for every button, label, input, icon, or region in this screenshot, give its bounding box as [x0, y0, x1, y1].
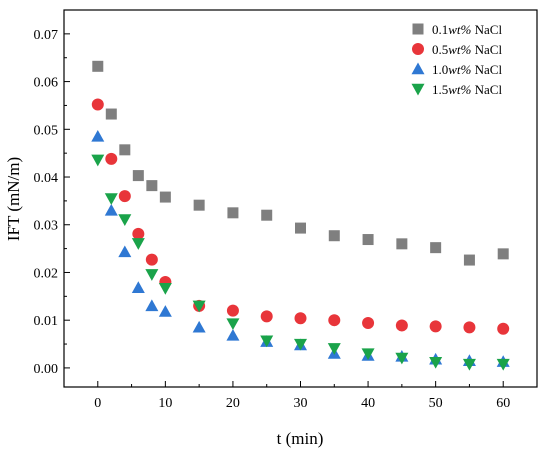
data-point: [462, 358, 476, 371]
data-point: [91, 154, 105, 167]
data-point: [226, 328, 240, 341]
y-tick-label: 0.01: [34, 314, 59, 329]
data-point: [362, 317, 375, 330]
y-tick-label: 0.00: [34, 362, 59, 377]
data-points: [91, 60, 510, 371]
data-point: [260, 310, 273, 323]
data-point: [145, 269, 159, 281]
data-point: [328, 314, 341, 327]
legend-marker: [411, 62, 425, 75]
data-point: [430, 242, 442, 254]
data-point: [226, 318, 240, 331]
x-tick-label: 10: [158, 396, 172, 411]
data-point: [192, 300, 206, 313]
data-point: [132, 170, 144, 182]
x-axis-ticks: 0 10 20 30 40 50 60: [63, 381, 538, 411]
data-point: [192, 320, 206, 333]
data-point: [104, 193, 118, 205]
x-tick-label: 40: [361, 396, 375, 411]
data-point: [118, 214, 132, 226]
data-point: [395, 319, 408, 332]
y-axis-title: IFT (mN/m): [4, 157, 23, 241]
legend-label: 0.1wt% NaCl: [432, 22, 502, 37]
data-point: [118, 190, 131, 203]
y-tick-label: 0.07: [34, 28, 59, 43]
data-point: [132, 227, 145, 240]
data-point: [362, 234, 374, 246]
x-tick-label: 30: [294, 396, 308, 411]
y-axis-ticks: 0.00 0.01 0.02 0.03 0.04 0.05 0.06 0.07: [34, 28, 70, 377]
y-tick-label: 0.02: [34, 266, 59, 281]
data-point: [131, 281, 145, 293]
data-point: [118, 245, 132, 258]
legend-marker: [412, 43, 424, 55]
x-axis-title: t (min): [277, 429, 324, 448]
data-point: [395, 352, 409, 365]
data-point: [119, 144, 131, 156]
y-tick-label: 0.06: [34, 76, 59, 91]
y-tick-label: 0.05: [34, 123, 59, 138]
legend-marker: [412, 23, 424, 35]
data-point: [131, 238, 145, 250]
legend-label: 0.5wt% NaCl: [432, 42, 502, 57]
data-point: [463, 254, 475, 266]
legend: 0.1wt% NaCl 0.5wt% NaCl 1.0wt% NaCl 1.5wt% …: [411, 22, 502, 97]
data-point: [146, 180, 158, 192]
data-point: [91, 129, 105, 142]
data-point: [396, 238, 408, 250]
data-point: [327, 343, 341, 355]
x-tick-label: 60: [496, 396, 510, 411]
data-point: [295, 222, 306, 234]
data-point: [91, 98, 104, 111]
data-point: [497, 322, 510, 335]
legend-marker: [411, 83, 425, 96]
data-point: [429, 356, 443, 369]
data-point: [429, 320, 442, 333]
data-point: [104, 203, 118, 216]
x-tick-label: 0: [94, 396, 101, 411]
data-point: [105, 152, 118, 165]
data-point: [496, 358, 510, 371]
data-point: [463, 321, 476, 334]
data-point: [227, 207, 239, 219]
data-point: [158, 305, 172, 317]
data-point: [92, 60, 104, 72]
data-point: [145, 299, 159, 312]
y-tick-label: 0.03: [34, 219, 59, 234]
data-point: [328, 230, 340, 242]
data-point: [261, 209, 273, 221]
legend-label: 1.0wt% NaCl: [432, 62, 502, 77]
data-point: [497, 248, 509, 260]
x-tick-label: 20: [226, 396, 240, 411]
data-point: [294, 338, 307, 351]
y-tick-label: 0.04: [34, 171, 59, 186]
data-point: [226, 304, 239, 317]
data-point: [193, 199, 205, 211]
data-point: [159, 191, 171, 203]
data-point: [260, 335, 274, 348]
legend-label: 1.5wt% NaCl: [432, 82, 502, 97]
data-point: [105, 108, 117, 120]
data-point: [294, 312, 307, 325]
x-tick-label: 50: [429, 396, 443, 411]
data-point: [145, 253, 158, 266]
data-point: [361, 348, 375, 361]
data-point: [158, 283, 172, 295]
